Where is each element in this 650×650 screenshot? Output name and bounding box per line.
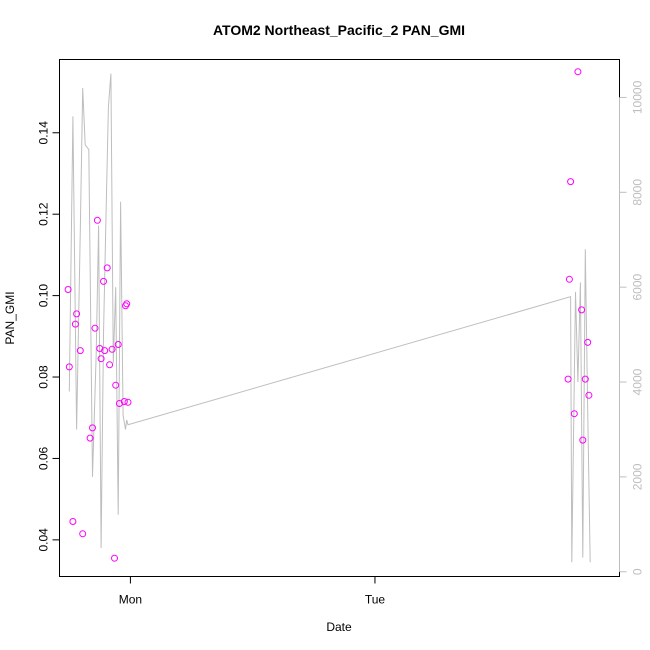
y2-axis: 0 2000 4000 6000 8000 10000 (619, 80, 645, 575)
y2-tick-label: 8000 (631, 179, 645, 206)
secondary-series-line (68, 73, 591, 563)
data-point (64, 286, 72, 293)
x-axis-label: Date (326, 620, 352, 634)
data-point (570, 410, 578, 418)
data-point (123, 300, 131, 308)
data-point (71, 320, 79, 328)
data-point (76, 347, 84, 355)
y-tick-label: 0.04 (37, 528, 51, 552)
y2-tick-label: 4000 (631, 368, 645, 395)
data-point (65, 363, 73, 371)
data-point (91, 324, 99, 332)
data-point (114, 341, 122, 348)
data-point (574, 68, 582, 76)
x-axis: Mon Tue (119, 576, 386, 607)
data-point (103, 264, 111, 272)
y2-tick-label: 0 (631, 568, 645, 575)
data-point (111, 554, 118, 562)
data-point (89, 424, 96, 432)
y-tick-label: 0.10 (37, 284, 51, 308)
y-axis: 0.04 0.06 0.08 0.10 0.12 0.14 (37, 121, 60, 552)
data-point (579, 436, 587, 444)
plot-area (59, 59, 620, 577)
data-point (69, 518, 77, 525)
data-point (112, 381, 120, 389)
data-point (93, 216, 101, 224)
data-point (120, 398, 128, 405)
data-point (565, 275, 573, 283)
data-point (567, 178, 575, 186)
y-axis-label: PAN_GMI (3, 291, 17, 344)
data-point (564, 375, 572, 383)
data-point (79, 530, 87, 538)
y-tick-label: 0.06 (37, 446, 51, 470)
y2-tick-label: 6000 (631, 273, 645, 300)
data-point (124, 398, 132, 406)
data-point (584, 338, 592, 346)
data-point (108, 345, 116, 353)
data-point (106, 361, 114, 369)
series-group (64, 68, 593, 563)
data-point (97, 355, 105, 363)
chart-title: ATOM2 Northeast_Pacific_2 PAN_GMI (213, 22, 465, 38)
data-point (578, 306, 586, 314)
data-point (86, 434, 94, 442)
x-tick-label: Mon (119, 593, 142, 607)
data-point (581, 375, 589, 383)
y2-tick-label: 2000 (631, 463, 645, 490)
y-tick-label: 0.12 (37, 202, 51, 226)
data-point (100, 277, 107, 285)
y2-tick-label: 10000 (631, 80, 645, 114)
x-tick-label: Tue (365, 593, 386, 607)
data-point (585, 391, 593, 399)
data-point (101, 347, 109, 355)
y-tick-label: 0.08 (37, 365, 51, 389)
data-point (73, 310, 81, 318)
y-tick-label: 0.14 (37, 121, 51, 145)
